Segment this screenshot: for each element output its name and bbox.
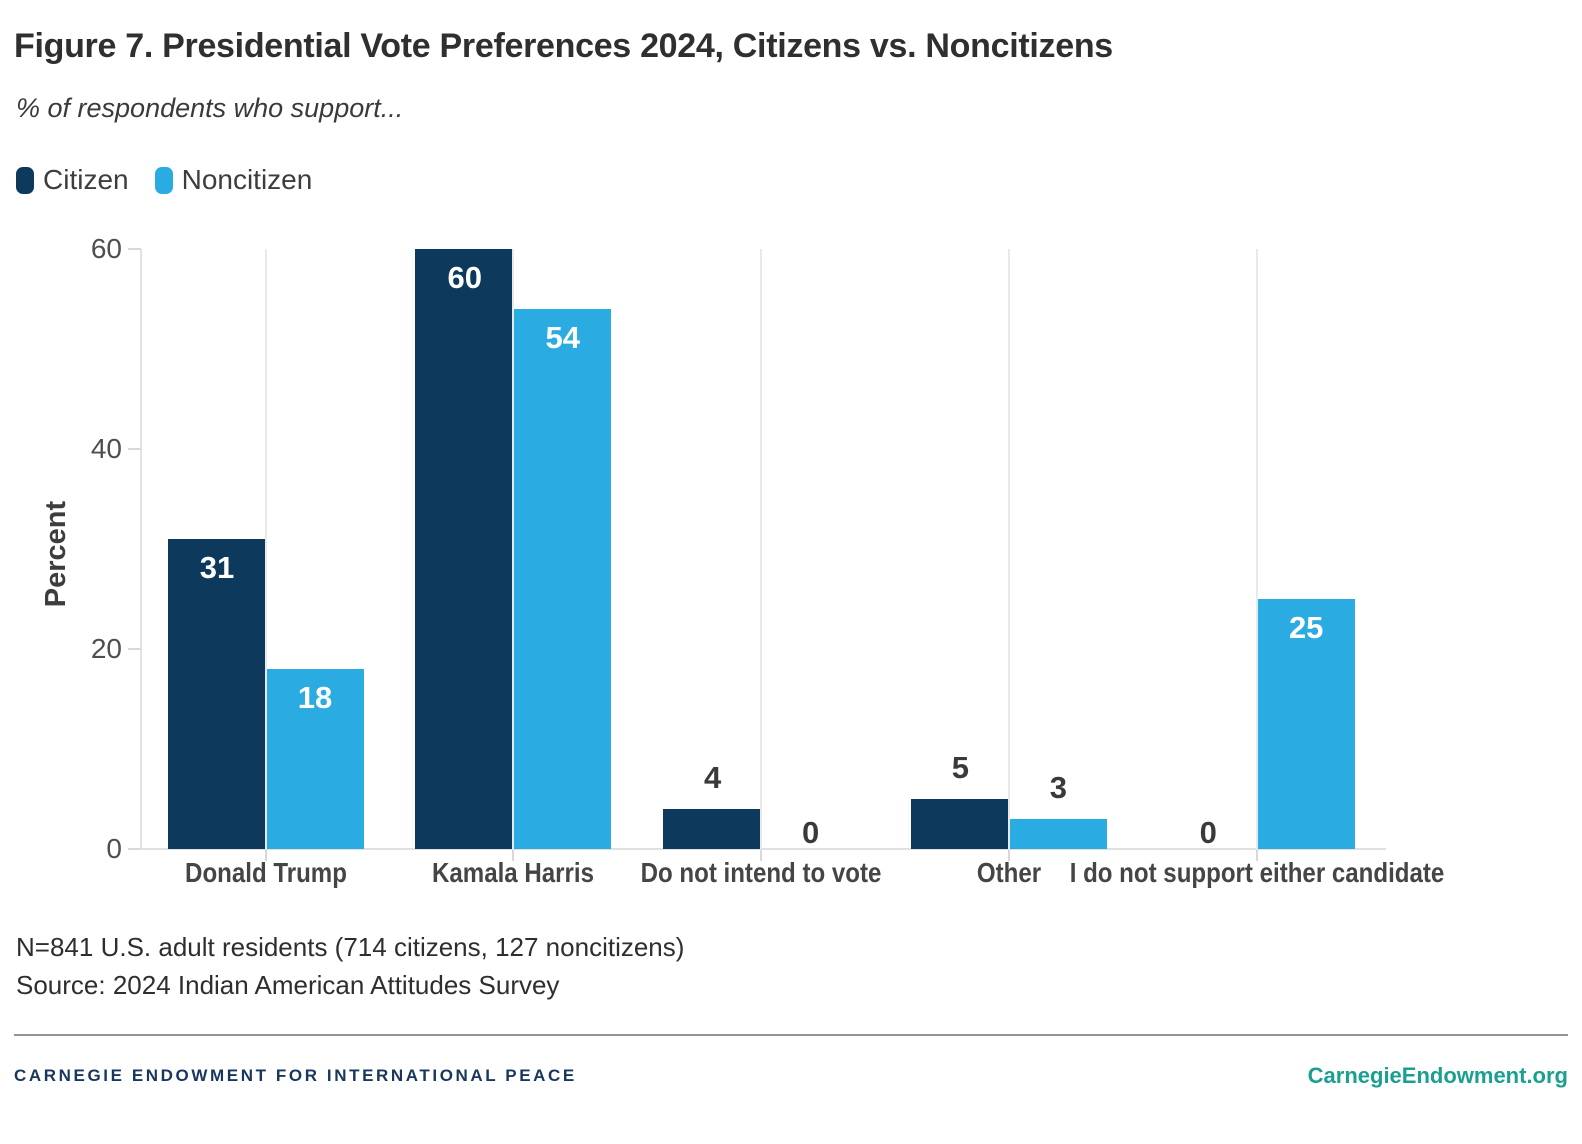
y-axis-tick-label: 20 (90, 633, 122, 664)
value-label-citizen-kamala-harris: 60 (447, 260, 483, 295)
y-axis-tick-label: 40 (90, 433, 122, 464)
x-axis-label-kamala-harris: Kamala Harris (432, 857, 595, 888)
x-axis-label-do-not-intend-to-vote: Do not intend to vote (640, 857, 882, 888)
category-gridline (264, 249, 267, 849)
bar-citizen-other (910, 799, 1008, 849)
category-gridline (1007, 249, 1010, 849)
category-gridline (1255, 249, 1258, 849)
x-axis-tick (1007, 850, 1010, 861)
legend-label-citizen: Citizen (43, 164, 129, 195)
footer-divider (14, 1034, 1568, 1036)
footer-org-name: CARNEGIE ENDOWMENT FOR INTERNATIONAL PEA… (14, 1066, 577, 1085)
bar-noncitizen-i-do-not-support-either-candidate (1257, 599, 1355, 849)
value-label-citizen-other: 5 (951, 750, 970, 785)
y-axis-tick (128, 248, 141, 250)
sample-note: N=841 U.S. adult residents (714 citizens… (16, 932, 685, 962)
x-axis-label-other: Other (976, 857, 1042, 888)
legend-swatch-noncitizen (154, 166, 173, 194)
footer-site-link[interactable]: CarnegieEndowment.org (1307, 1063, 1568, 1088)
bar-citizen-donald-trump (167, 539, 265, 849)
legend-item-noncitizen: Noncitizen (154, 164, 313, 196)
y-axis-title: Percent (40, 500, 72, 608)
y-axis-tick-label: 0 (106, 833, 122, 864)
x-axis-tick (1255, 850, 1258, 861)
value-label-citizen-do-not-intend-to-vote: 4 (703, 760, 722, 795)
legend-swatch-citizen (16, 166, 34, 194)
y-axis-tick (128, 648, 141, 650)
chart-legend: Citizen Noncitizen (16, 164, 312, 196)
value-label-noncitizen-i-do-not-support-either-candidate: 25 (1288, 610, 1324, 645)
value-label-noncitizen-do-not-intend-to-vote: 0 (801, 815, 820, 850)
bar-noncitizen-donald-trump (266, 669, 364, 849)
value-label-noncitizen-kamala-harris: 54 (545, 320, 581, 355)
y-axis-tick-label: 60 (90, 233, 122, 264)
y-axis-line (140, 249, 142, 849)
x-axis-tick (760, 850, 763, 861)
x-axis-label-i-do-not-support-either-candidate: I do not support either candidate (1069, 857, 1444, 888)
legend-item-citizen: Citizen (16, 164, 129, 196)
figure-title: Figure 7. Presidential Vote Preferences … (14, 27, 1113, 65)
x-axis-label-donald-trump: Donald Trump (184, 857, 347, 888)
category-gridline (512, 249, 515, 849)
value-label-citizen-i-do-not-support-either-candidate: 0 (1199, 815, 1217, 850)
figure-subtitle: % of respondents who support... (16, 93, 404, 123)
x-axis-tick (264, 850, 267, 861)
x-axis-baseline (140, 848, 1386, 850)
y-axis-tick (128, 448, 141, 450)
bar-citizen-kamala-harris (415, 249, 513, 849)
bar-noncitizen-other (1009, 819, 1107, 849)
category-gridline (760, 249, 763, 849)
bar-citizen-do-not-intend-to-vote (663, 809, 761, 849)
value-label-noncitizen-other: 3 (1049, 770, 1068, 805)
chart-notes: N=841 U.S. adult residents (714 citizens… (16, 928, 684, 1004)
bar-noncitizen-kamala-harris (514, 309, 612, 849)
value-label-citizen-donald-trump: 31 (199, 550, 235, 585)
legend-label-noncitizen: Noncitizen (181, 164, 313, 195)
y-axis-tick (128, 848, 141, 850)
x-axis-tick (512, 850, 515, 861)
value-label-noncitizen-donald-trump: 18 (297, 680, 333, 715)
source-note: Source: 2024 Indian American Attitudes S… (16, 970, 560, 1000)
